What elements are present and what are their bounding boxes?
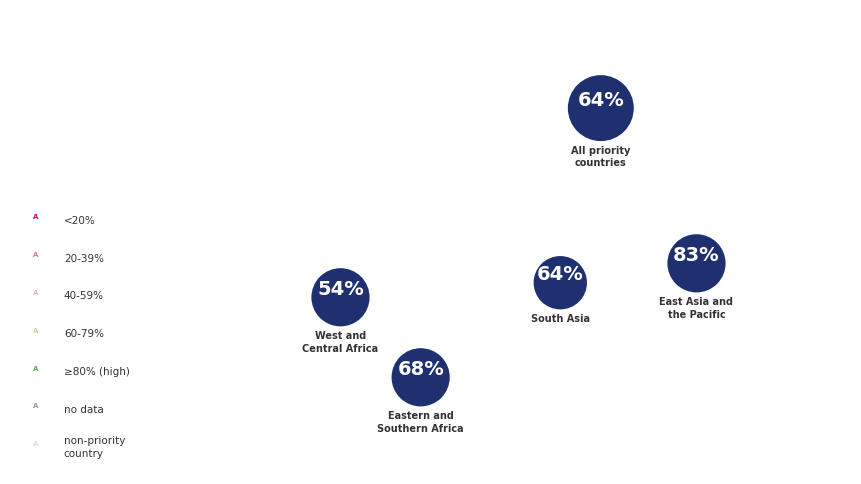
Text: no data: no data bbox=[64, 404, 103, 414]
Text: ≥80% (high): ≥80% (high) bbox=[64, 366, 129, 376]
Text: A: A bbox=[33, 440, 38, 446]
Text: 60-79%: 60-79% bbox=[64, 329, 103, 338]
Text: 68%: 68% bbox=[397, 359, 443, 378]
Text: <20%: <20% bbox=[64, 215, 96, 225]
Text: A: A bbox=[33, 252, 38, 257]
Text: 40-59%: 40-59% bbox=[64, 291, 103, 301]
Text: A: A bbox=[33, 289, 38, 295]
Text: Eastern and
Southern Africa: Eastern and Southern Africa bbox=[377, 410, 463, 433]
Text: East Asia and
the Pacific: East Asia and the Pacific bbox=[659, 297, 733, 319]
Polygon shape bbox=[29, 260, 41, 267]
Text: A: A bbox=[33, 403, 38, 408]
Text: A: A bbox=[33, 327, 38, 333]
Text: South Asia: South Asia bbox=[530, 314, 589, 324]
Text: West and
Central Africa: West and Central Africa bbox=[302, 331, 378, 353]
Text: 54%: 54% bbox=[317, 279, 363, 299]
Text: 20-39%: 20-39% bbox=[64, 253, 103, 263]
Text: 83%: 83% bbox=[672, 245, 719, 265]
Polygon shape bbox=[29, 411, 41, 418]
Polygon shape bbox=[29, 336, 41, 343]
Circle shape bbox=[23, 398, 47, 412]
Circle shape bbox=[23, 323, 47, 336]
Circle shape bbox=[23, 247, 47, 261]
Polygon shape bbox=[29, 223, 41, 229]
Text: All priority
countries: All priority countries bbox=[571, 146, 629, 168]
Polygon shape bbox=[29, 298, 41, 305]
Circle shape bbox=[23, 361, 47, 374]
Circle shape bbox=[23, 436, 47, 450]
Polygon shape bbox=[29, 374, 41, 380]
Text: non-priority
country: non-priority country bbox=[64, 436, 125, 458]
Text: A: A bbox=[33, 214, 38, 220]
Polygon shape bbox=[29, 449, 41, 456]
Text: A: A bbox=[33, 365, 38, 371]
Text: 64%: 64% bbox=[536, 265, 583, 284]
Circle shape bbox=[23, 285, 47, 299]
Circle shape bbox=[23, 210, 47, 223]
Text: 64%: 64% bbox=[577, 91, 623, 110]
